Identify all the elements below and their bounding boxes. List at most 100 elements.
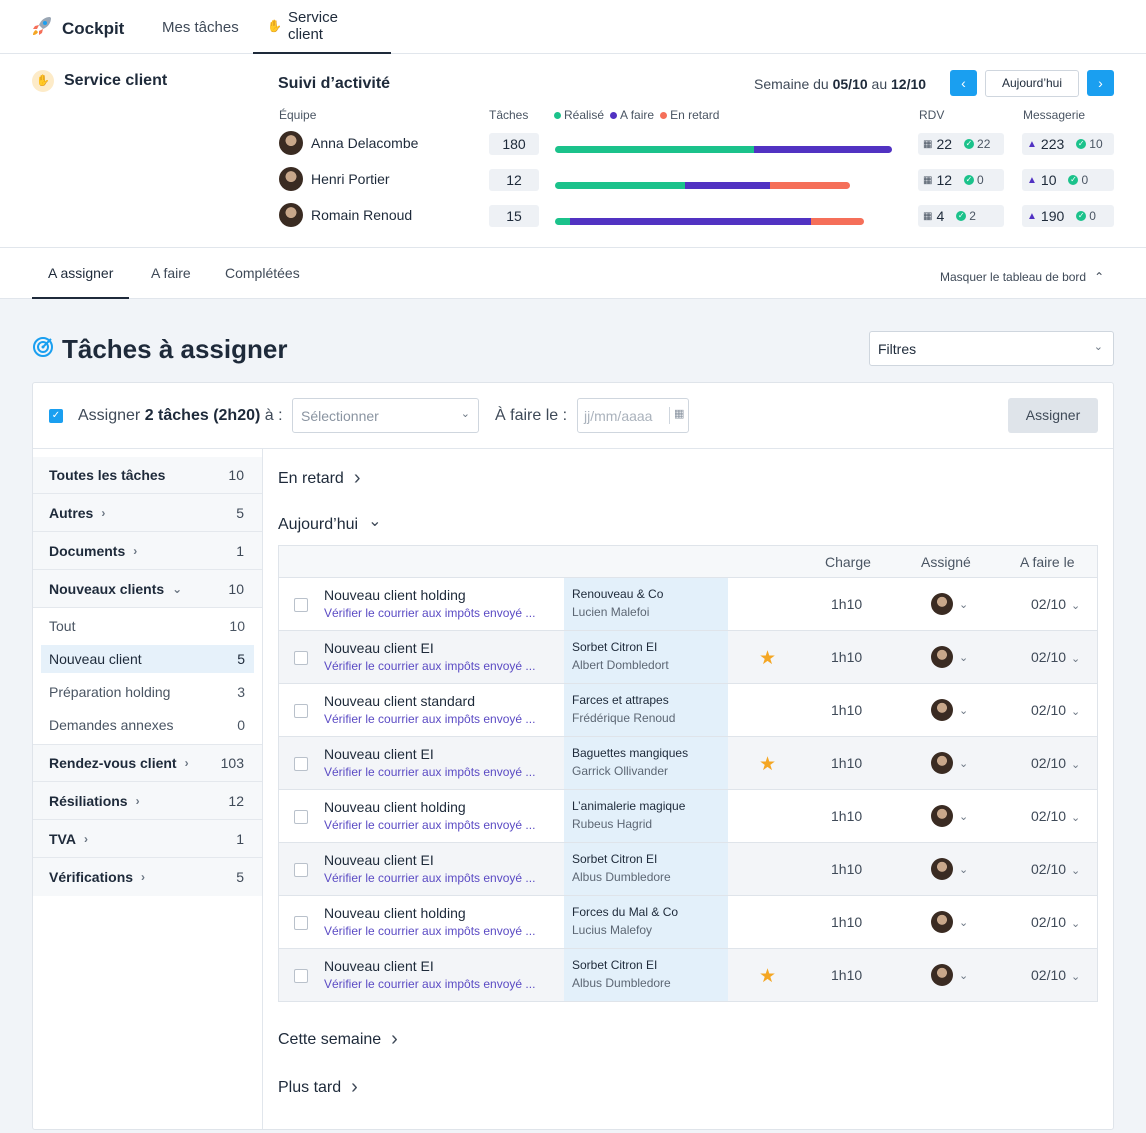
client-cell[interactable]: Sorbet Citron EI Albus Dumbledore bbox=[564, 843, 728, 895]
assign-button[interactable]: Assigner bbox=[1008, 398, 1098, 433]
client-cell[interactable]: L’animalerie magique Rubeus Hagrid bbox=[564, 790, 728, 842]
tab-my-tasks[interactable]: Mes tâches bbox=[162, 0, 239, 54]
sidebar-item-vat[interactable]: TVA › 1 bbox=[33, 820, 262, 858]
sidebar-item-appointments[interactable]: Rendez-vous client › 103 bbox=[33, 744, 262, 782]
avatar bbox=[931, 752, 953, 774]
sidebar-item-all-tasks[interactable]: Toutes les tâches 10 bbox=[33, 457, 262, 494]
table-row[interactable]: Nouveau client holding Vérifier le courri… bbox=[279, 896, 1097, 949]
team-member[interactable]: Anna Delacombe bbox=[279, 131, 418, 155]
group-label: En retard bbox=[278, 469, 344, 487]
tab-to-assign[interactable]: A assigner bbox=[32, 248, 130, 299]
assignee-picker[interactable]: ⌄ bbox=[931, 858, 968, 880]
row-checkbox[interactable] bbox=[294, 757, 308, 771]
select-placeholder: Sélectionner bbox=[301, 408, 379, 424]
star-icon[interactable]: ★ bbox=[759, 966, 777, 987]
team-member[interactable]: Henri Portier bbox=[279, 167, 390, 191]
table-row[interactable]: Nouveau client EI Vérifier le courrier au… bbox=[279, 737, 1097, 790]
row-checkbox[interactable] bbox=[294, 969, 308, 983]
row-checkbox[interactable] bbox=[294, 810, 308, 824]
client-cell[interactable]: Sorbet Citron EI Albus Dumbledore bbox=[564, 949, 728, 1001]
task-due-date[interactable]: 02/10 ⌄ bbox=[1031, 702, 1080, 718]
chevron-down-icon: ⌄ bbox=[1071, 759, 1081, 771]
calendar-icon: ▦ bbox=[923, 174, 933, 186]
table-row[interactable]: Nouveau client standard Vérifier le courr… bbox=[279, 684, 1097, 737]
sidebar-subitem-new-client[interactable]: Nouveau client 5 bbox=[41, 645, 254, 673]
task-due-date[interactable]: 02/10 ⌄ bbox=[1031, 967, 1080, 983]
table-row[interactable]: Nouveau client EI Vérifier le courrier au… bbox=[279, 631, 1097, 684]
select-all-checkbox[interactable]: ✓ bbox=[49, 409, 63, 423]
msg-done: 0 bbox=[1081, 173, 1089, 187]
task-due-date[interactable]: 02/10 ⌄ bbox=[1031, 861, 1080, 877]
check-icon: ✓ bbox=[964, 175, 975, 185]
table-row[interactable]: Nouveau client holding Vérifier le courri… bbox=[279, 578, 1097, 631]
avatar bbox=[931, 646, 953, 668]
group-late[interactable]: En retard › bbox=[278, 467, 360, 490]
task-charge: 1h10 bbox=[831, 596, 863, 612]
sidebar-item-documents[interactable]: Documents › 1 bbox=[33, 532, 262, 570]
hide-dashboard-link[interactable]: Masquer le tableau de bord ⌃ bbox=[940, 270, 1104, 284]
week-to: 12/10 bbox=[891, 76, 927, 92]
bar-todo bbox=[753, 146, 892, 153]
rdv-done: 0 bbox=[977, 173, 984, 187]
sidebar-item-new-clients[interactable]: Nouveaux clients ⌄ 10 bbox=[33, 570, 262, 608]
next-week-button[interactable]: › bbox=[1087, 70, 1114, 96]
chevron-down-icon: ⌄ bbox=[172, 581, 183, 596]
assignee-picker[interactable]: ⌄ bbox=[931, 593, 968, 615]
chevron-down-icon: ⌄ bbox=[368, 513, 382, 530]
assignee-picker[interactable]: ⌄ bbox=[931, 964, 968, 986]
rocket-icon bbox=[30, 14, 54, 43]
avatar bbox=[931, 805, 953, 827]
client-cell[interactable]: Forces du Mal & Co Lucius Malefoy bbox=[564, 896, 728, 948]
today-button[interactable]: Aujourd’hui bbox=[985, 70, 1079, 97]
tab-completed[interactable]: Complétées bbox=[225, 265, 300, 281]
assignee-picker[interactable]: ⌄ bbox=[931, 805, 968, 827]
task-due-date[interactable]: 02/10 ⌄ bbox=[1031, 649, 1080, 665]
group-this-week[interactable]: Cette semaine › bbox=[278, 1028, 398, 1051]
group-later[interactable]: Plus tard › bbox=[278, 1076, 358, 1099]
row-checkbox[interactable] bbox=[294, 863, 308, 877]
task-due-date[interactable]: 02/10 ⌄ bbox=[1031, 596, 1080, 612]
assignee-picker[interactable]: ⌄ bbox=[931, 646, 968, 668]
client-cell[interactable]: Renouveau & Co Lucien Malefoi bbox=[564, 578, 728, 630]
group-today[interactable]: Aujourd’hui ⌄ bbox=[278, 513, 381, 535]
chevron-right-icon: › bbox=[184, 756, 189, 770]
sidebar-item-verifications[interactable]: Vérifications › 5 bbox=[33, 858, 262, 896]
sidebar-item-others[interactable]: Autres › 5 bbox=[33, 494, 262, 532]
chevron-right-icon: › bbox=[353, 467, 361, 489]
star-icon[interactable]: ★ bbox=[759, 754, 777, 775]
sidebar-subitem-holding-prep[interactable]: Préparation holding 3 bbox=[41, 678, 254, 706]
assignee-select[interactable]: Sélectionner ⌄ bbox=[292, 398, 479, 433]
table-row[interactable]: Nouveau client holding Vérifier le courri… bbox=[279, 790, 1097, 843]
brand[interactable]: Cockpit bbox=[30, 14, 124, 43]
chevron-up-icon: ⌃ bbox=[1094, 270, 1105, 284]
assignee-picker[interactable]: ⌄ bbox=[931, 911, 968, 933]
check-icon: ✓ bbox=[1076, 139, 1087, 149]
prev-week-button[interactable]: ‹ bbox=[950, 70, 977, 96]
assignee-picker[interactable]: ⌄ bbox=[931, 699, 968, 721]
row-checkbox[interactable] bbox=[294, 916, 308, 930]
star-icon[interactable]: ★ bbox=[759, 648, 777, 669]
row-checkbox[interactable] bbox=[294, 704, 308, 718]
client-cell[interactable]: Baguettes mangiques Garrick Ollivander bbox=[564, 737, 728, 789]
task-due-date[interactable]: 02/10 ⌄ bbox=[1031, 755, 1080, 771]
row-checkbox[interactable] bbox=[294, 651, 308, 665]
sidebar-subitem-other-requests[interactable]: Demandes annexes 0 bbox=[41, 711, 254, 739]
sidebar-item-terminations[interactable]: Résiliations › 12 bbox=[33, 782, 262, 820]
assignee-picker[interactable]: ⌄ bbox=[931, 752, 968, 774]
client-cell[interactable]: Farces et attrapes Frédérique Renoud bbox=[564, 684, 728, 736]
row-checkbox[interactable] bbox=[294, 598, 308, 612]
due-date-input[interactable]: jj/mm/aaaa ▦ bbox=[577, 398, 689, 433]
sidebar-subitem-all[interactable]: Tout 10 bbox=[41, 612, 254, 640]
client-cell[interactable]: Sorbet Citron EI Albert Dombledort bbox=[564, 631, 728, 683]
filters-dropdown[interactable]: Filtres ⌄ bbox=[869, 331, 1114, 366]
rdv-done: 22 bbox=[977, 137, 991, 151]
table-row[interactable]: Nouveau client EI Vérifier le courrier au… bbox=[279, 949, 1097, 1002]
team-member[interactable]: Romain Renoud bbox=[279, 203, 412, 227]
task-due-date[interactable]: 02/10 ⌄ bbox=[1031, 808, 1080, 824]
table-row[interactable]: Nouveau client EI Vérifier le courrier au… bbox=[279, 843, 1097, 896]
check-icon: ✓ bbox=[956, 211, 967, 221]
tab-to-do[interactable]: A faire bbox=[151, 265, 191, 281]
task-due-date[interactable]: 02/10 ⌄ bbox=[1031, 914, 1080, 930]
tab-service-client[interactable]: ✋ Service client bbox=[253, 0, 391, 54]
header-charge: Charge bbox=[825, 554, 871, 570]
